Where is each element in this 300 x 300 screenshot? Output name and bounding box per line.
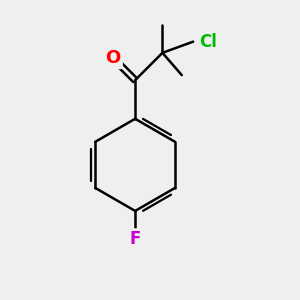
Text: F: F xyxy=(130,230,141,248)
Text: Cl: Cl xyxy=(199,33,217,51)
Text: O: O xyxy=(105,49,121,67)
